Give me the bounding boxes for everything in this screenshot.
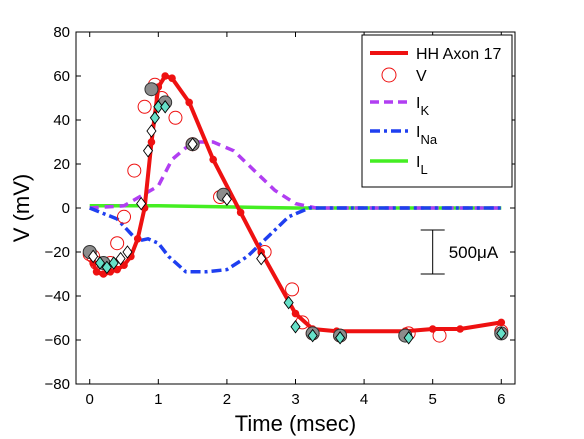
legend-label-text: I [416,124,420,141]
x-tick-label: 6 [497,391,505,408]
scale-bar-label: 500μA [449,243,499,262]
x-tick-label: 2 [223,391,231,408]
v-point [285,282,300,297]
series-ina-line [89,206,502,274]
diamond-marker [256,251,267,266]
diamond-marker [101,260,112,275]
plot-area [82,72,509,345]
series-ik-line [89,140,502,210]
hh-point [236,208,245,217]
legend-label: IL [416,154,428,177]
v-point [168,110,183,125]
legend-label-text: I [416,95,420,112]
y-tick-label: 60 [53,68,70,85]
legend-label: INa [416,124,438,147]
legend-label-subscript: L [420,162,427,177]
y-tick-label: −40 [45,288,70,305]
x-tick-label: 4 [360,391,368,408]
diamond-marker [149,111,160,125]
diamond-marker [335,331,346,345]
diamond-marker [307,328,318,343]
hh-point [147,138,156,146]
hh-point [428,325,437,333]
legend-label-text: V [416,68,427,85]
hh-point [133,235,142,243]
diamond-marker [122,245,133,259]
y-tick-label: −60 [45,332,70,349]
hh-point [291,309,300,318]
diamond-marker [283,295,294,310]
diamond-marker [146,124,157,138]
v-point [117,209,132,224]
grey-marker [144,82,159,97]
y-tick-label: 80 [53,24,70,41]
diamond-marker [108,256,119,270]
x-tick-label: 3 [291,391,299,408]
diamond-marker [160,100,171,114]
v-point [127,163,142,178]
y-tick-label: 20 [53,156,70,173]
y-tick-label: −80 [45,376,70,393]
x-tick-label: 5 [429,391,437,408]
diamond-marker [94,256,106,270]
x-tick-label: 0 [86,391,94,408]
legend-label-subscript: Na [420,132,437,147]
scale-bar: 500μA [420,229,499,275]
y-tick-label: 0 [62,200,70,217]
y-axis-title: V (mV) [9,174,34,242]
legend-label: IK [416,95,429,118]
legend-label-text: I [416,154,420,171]
v-point [432,328,447,343]
diamond-marker [88,249,99,264]
diamond-marker [290,320,301,334]
diamond-marker [153,100,164,114]
diamond-marker [496,326,507,341]
legend-label-text: HH Axon 17 [416,46,501,63]
x-axis-title: Time (msec) [235,411,356,436]
legend-label: HH Axon 17 [416,46,501,63]
x-tick-label: 1 [154,391,162,408]
y-tick-label: −20 [45,244,70,261]
legend-label: V [416,68,427,85]
hh-point [456,325,464,333]
v-point [137,99,152,114]
diamond-marker [136,196,147,211]
hh-point [185,98,193,107]
hh-point [161,72,169,80]
diamond-marker [115,251,126,266]
hh-point [497,318,506,327]
diamond-marker [221,192,232,206]
diamond-marker [187,137,198,151]
diamond-marker [142,144,154,158]
hh-point [209,155,217,164]
legend-label-subscript: K [420,103,429,118]
y-tick-label: 40 [53,112,70,129]
v-point [110,236,125,251]
diamond-marker [403,331,414,345]
hh-point [168,74,176,82]
legend-swatch-v [381,67,397,83]
